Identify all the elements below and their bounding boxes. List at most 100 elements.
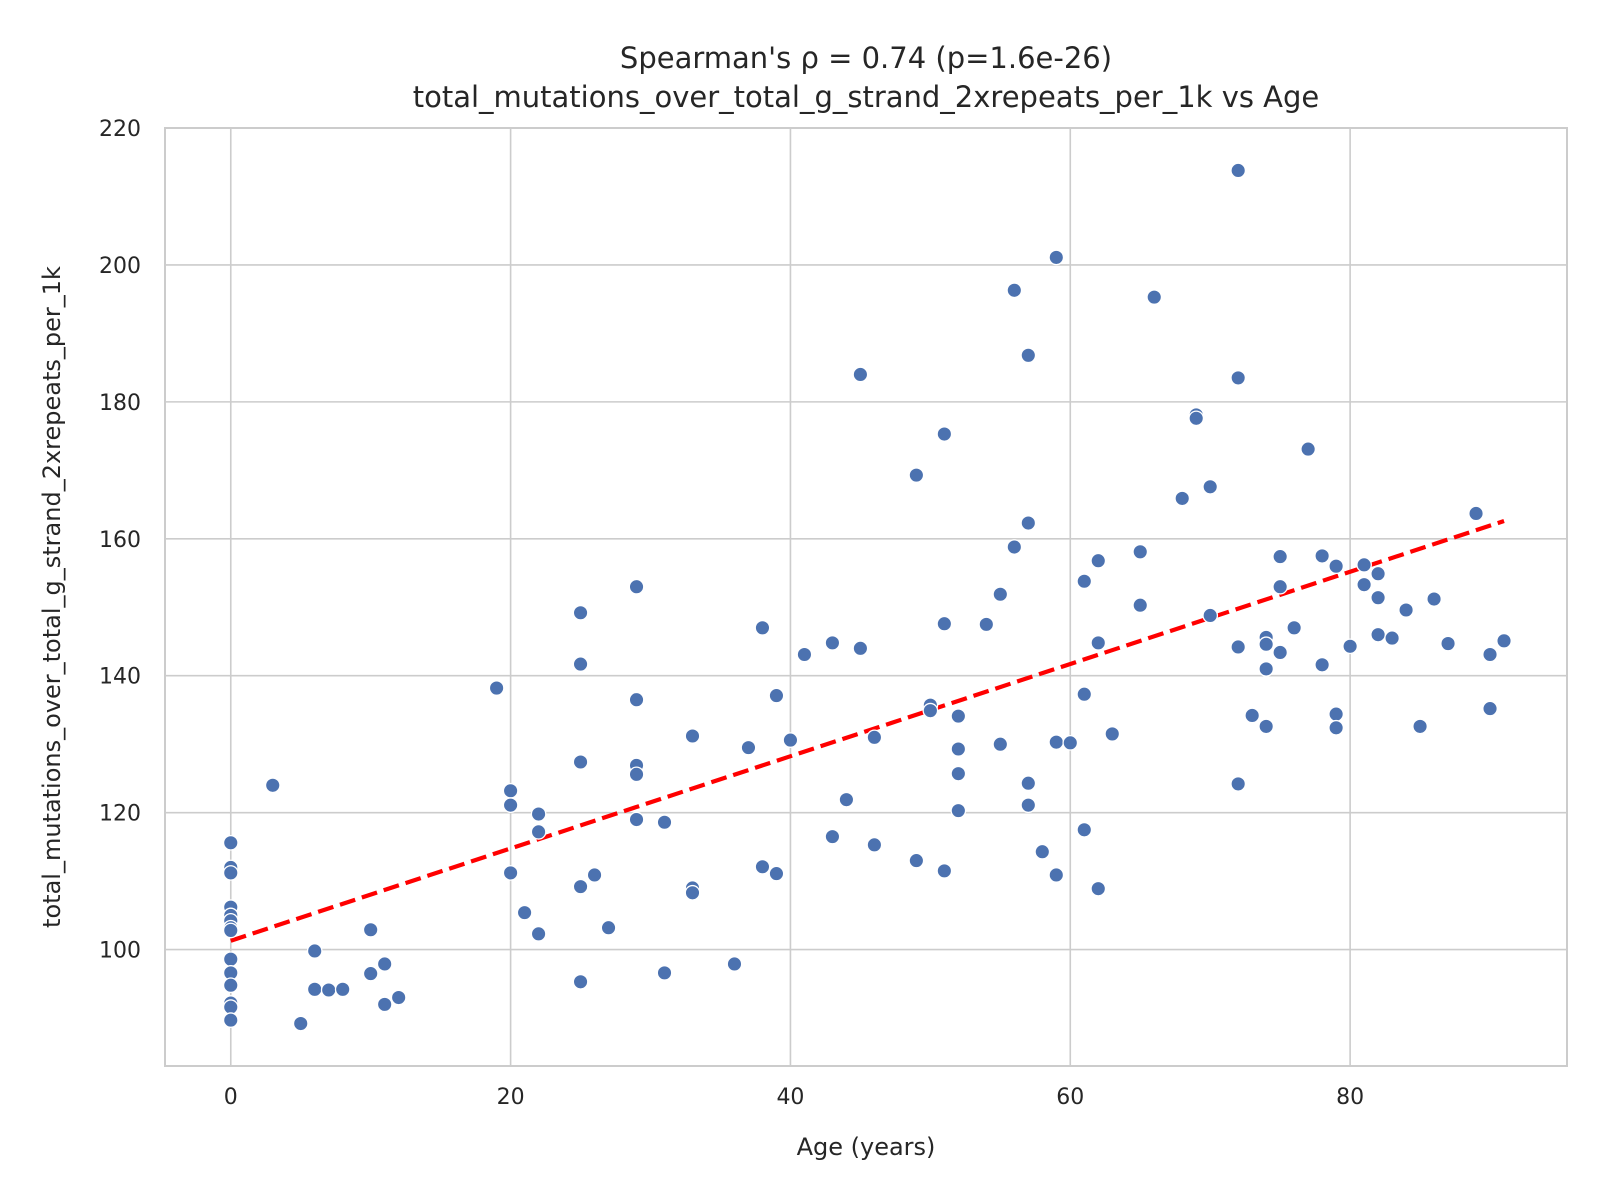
y-tick-label: 140 — [99, 665, 141, 690]
axis-ticks: 0 20 40 60 80 100 120 140 160 180 200 220 — [99, 117, 1364, 1110]
data-point — [908, 467, 925, 483]
data-point — [950, 802, 967, 819]
data-point — [572, 604, 589, 621]
x-tick-label: 20 — [497, 1085, 525, 1110]
chart-title: Spearman's ρ = 0.74 (p=1.6e-26) — [620, 41, 1112, 75]
data-point — [628, 811, 645, 828]
data-point — [1020, 797, 1037, 813]
data-point — [782, 732, 799, 748]
data-point — [320, 982, 337, 998]
data-point — [1314, 656, 1330, 673]
chart-subtitle: total_mutations_over_total_g_strand_2xre… — [413, 80, 1320, 114]
data-point — [1328, 706, 1344, 722]
data-point — [264, 777, 281, 794]
data-point — [936, 426, 953, 442]
data-point — [572, 973, 589, 990]
data-point — [1090, 635, 1107, 651]
data-point — [1342, 638, 1358, 655]
data-point — [1286, 619, 1303, 636]
data-point — [222, 977, 239, 994]
data-point — [726, 956, 743, 972]
data-point — [656, 814, 673, 831]
data-point — [222, 951, 239, 968]
data-point — [530, 823, 547, 840]
x-tick-label: 80 — [1336, 1085, 1364, 1110]
data-point — [866, 729, 883, 746]
data-point — [586, 867, 603, 883]
data-point — [1482, 646, 1498, 663]
data-point — [1020, 775, 1037, 792]
data-point — [306, 981, 323, 998]
y-tick-label: 100 — [99, 939, 141, 964]
data-points — [222, 162, 1512, 1032]
data-point — [1258, 718, 1275, 735]
data-point — [1076, 686, 1093, 703]
data-point — [292, 1015, 309, 1032]
data-point — [950, 765, 967, 782]
data-point — [306, 943, 323, 959]
data-point — [936, 615, 953, 632]
data-point — [1006, 282, 1023, 299]
data-point — [866, 837, 883, 853]
data-point — [530, 806, 547, 822]
data-point — [1174, 490, 1191, 507]
data-point — [824, 828, 841, 845]
x-tick-label: 40 — [776, 1085, 804, 1110]
data-point — [628, 691, 645, 708]
x-axis-label: Age (years) — [797, 1133, 936, 1161]
y-tick-label: 180 — [99, 391, 141, 416]
data-point — [992, 586, 1009, 603]
data-point — [1328, 558, 1344, 575]
data-point — [824, 635, 841, 651]
data-point — [1230, 639, 1247, 655]
data-point — [1440, 635, 1456, 652]
data-point — [978, 616, 995, 633]
data-point — [684, 884, 701, 901]
data-point — [628, 578, 645, 595]
data-point — [796, 646, 813, 663]
data-point — [1370, 589, 1386, 606]
data-point — [1272, 578, 1289, 595]
data-point — [1090, 552, 1107, 569]
data-point — [502, 782, 519, 799]
data-point — [1384, 630, 1400, 646]
y-tick-label: 220 — [99, 117, 141, 142]
data-point — [1034, 843, 1051, 860]
data-point — [1006, 539, 1023, 555]
data-point — [1202, 478, 1219, 495]
data-point — [222, 999, 239, 1015]
data-point — [1258, 636, 1275, 653]
data-point — [572, 656, 589, 672]
data-point — [1300, 441, 1316, 457]
data-point — [1132, 597, 1149, 614]
data-point — [1048, 734, 1065, 751]
y-axis-label: total_mutations_over_total_g_strand_2xre… — [38, 266, 66, 928]
data-point — [1258, 661, 1275, 677]
data-point — [600, 919, 617, 936]
data-point — [838, 791, 855, 808]
data-point — [376, 996, 393, 1013]
data-point — [1146, 289, 1163, 305]
data-point — [334, 981, 351, 998]
data-point — [754, 619, 771, 636]
data-point — [1468, 505, 1484, 522]
data-point — [852, 640, 869, 657]
data-point — [1314, 548, 1330, 564]
data-point — [950, 741, 967, 757]
data-point — [1496, 632, 1512, 649]
data-point — [1230, 162, 1247, 179]
data-point — [1062, 734, 1079, 751]
plot-frame — [164, 127, 1568, 1067]
data-point — [1244, 707, 1261, 724]
data-point — [516, 904, 533, 921]
data-point — [362, 965, 379, 982]
data-point — [1412, 718, 1428, 735]
data-point — [222, 1012, 239, 1028]
data-point — [1398, 602, 1414, 618]
data-point — [740, 739, 757, 756]
data-point — [936, 863, 953, 879]
trend-line — [230, 519, 1505, 943]
data-point — [1104, 726, 1121, 742]
